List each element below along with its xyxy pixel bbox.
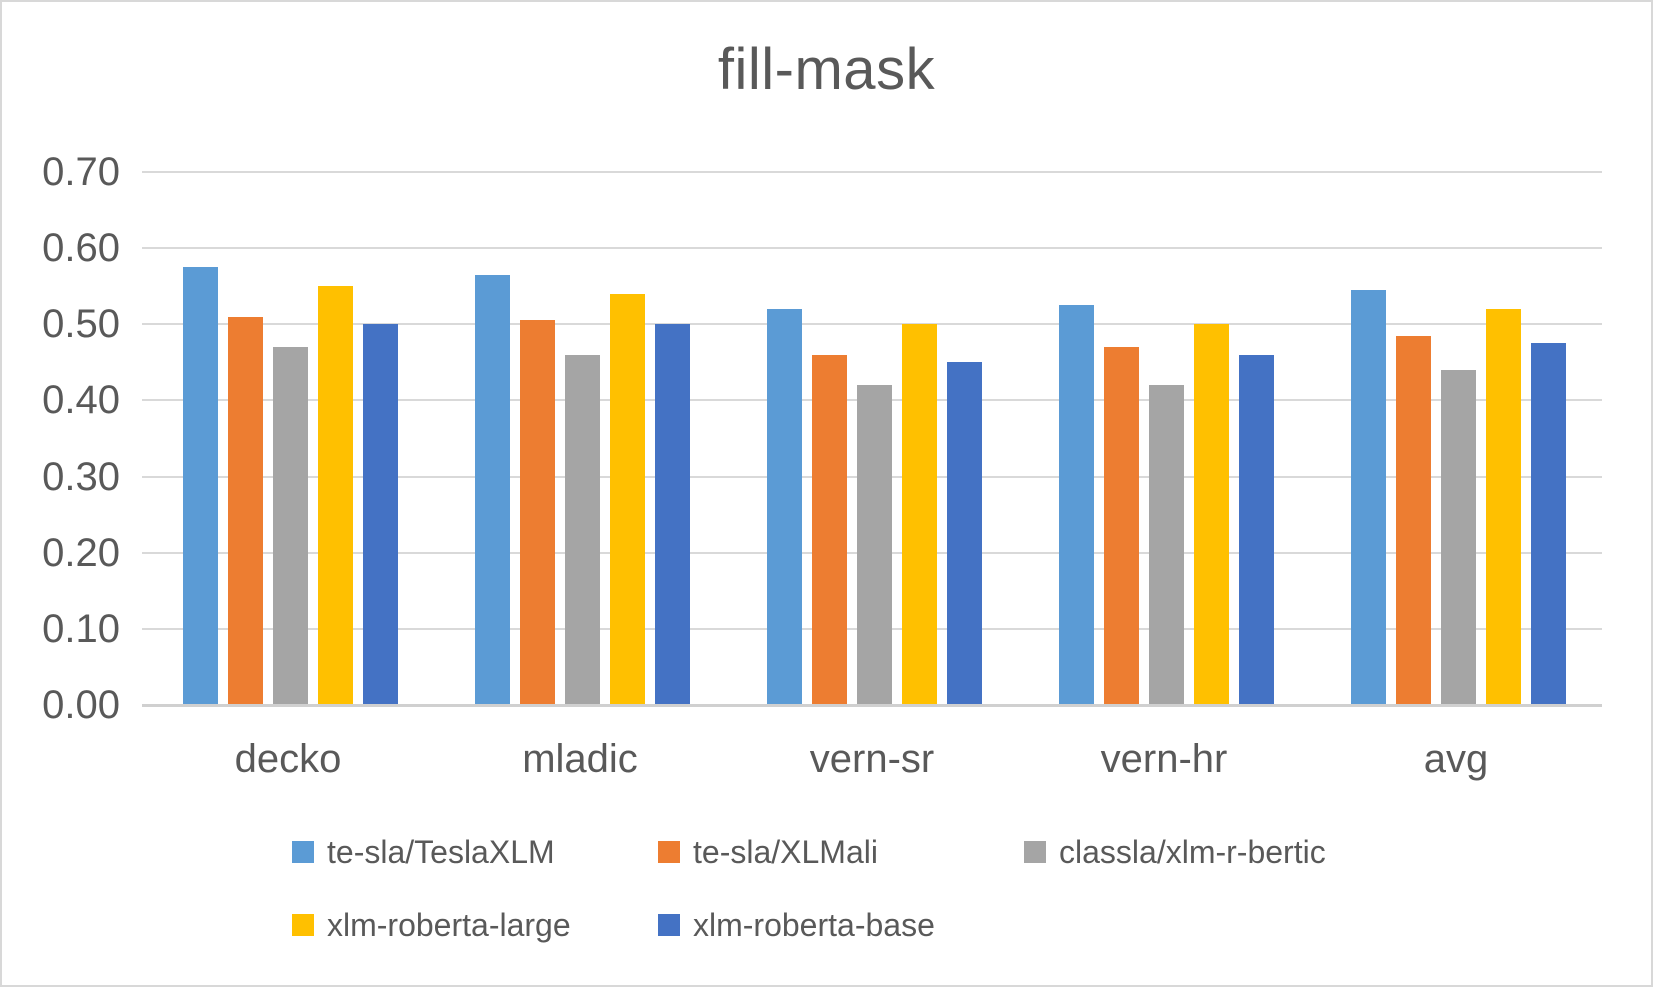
x-axis-label: vern-sr xyxy=(809,737,935,781)
x-axis-label: vern-hr xyxy=(1100,737,1228,781)
gridline xyxy=(142,171,1602,173)
chart-legend: te-sla/TeslaXLM te-sla/XLMali classla/xlm-… xyxy=(292,830,1390,976)
bar-xlm-roberta-large-vern-sr xyxy=(902,324,937,705)
legend-swatch-icon xyxy=(658,914,680,936)
bar-xlm-roberta-large-avg xyxy=(1486,309,1521,705)
legend-item-xlm-roberta-base: xlm-roberta-base xyxy=(658,907,1024,944)
bar-te-sla/TeslaXLM-vern-hr xyxy=(1059,305,1094,705)
bar-te-sla/XLMali-avg xyxy=(1396,335,1431,705)
bar-te-sla/TeslaXLM-vern-sr xyxy=(767,309,802,705)
bar-xlm-roberta-base-avg xyxy=(1531,343,1566,705)
y-tick-label: 0.50 xyxy=(42,302,120,347)
x-axis-label: avg xyxy=(1423,737,1489,781)
bar-xlm-roberta-large-vern-hr xyxy=(1194,324,1229,705)
bar-te-sla/TeslaXLM-avg xyxy=(1351,290,1386,705)
legend-row: te-sla/TeslaXLM te-sla/XLMali classla/xlm-… xyxy=(292,830,1390,874)
y-tick-label: 0.20 xyxy=(42,530,120,575)
y-tick-label: 0.30 xyxy=(42,454,120,499)
bar-te-sla/XLMali-mladic xyxy=(520,320,555,705)
bar-te-sla/XLMali-vern-sr xyxy=(812,354,847,705)
bar-xlm-roberta-base-vern-hr xyxy=(1239,354,1274,705)
y-tick-label: 0.10 xyxy=(42,606,120,651)
legend-label: te-sla/TeslaXLM xyxy=(327,833,555,870)
legend-row: xlm-roberta-large xlm-roberta-base xyxy=(292,903,1390,947)
y-tick-label: 0.00 xyxy=(42,683,120,727)
bar-classla/xlm-r-bertic-vern-sr xyxy=(857,385,892,705)
gridline xyxy=(142,323,1602,326)
bar-classla/xlm-r-bertic-avg xyxy=(1441,369,1476,705)
legend-item-te-sla/XLMali: te-sla/XLMali xyxy=(658,834,1024,871)
legend-swatch-icon xyxy=(1024,841,1046,863)
legend-swatch-icon xyxy=(292,914,314,936)
bar-xlm-roberta-base-mladic xyxy=(655,324,690,705)
x-axis-label: decko xyxy=(234,737,342,781)
x-axis-line xyxy=(142,704,1602,707)
legend-swatch-icon xyxy=(658,841,680,863)
bar-classla/xlm-r-bertic-decko xyxy=(273,347,308,705)
legend-item-classla/xlm-r-bertic: classla/xlm-r-bertic xyxy=(1024,834,1390,871)
bar-te-sla/XLMali-vern-hr xyxy=(1104,347,1139,705)
chart-title: fill-mask xyxy=(717,37,936,102)
bar-classla/xlm-r-bertic-vern-hr xyxy=(1149,385,1184,705)
legend-swatch-icon xyxy=(292,841,314,863)
bar-xlm-roberta-large-mladic xyxy=(610,293,645,705)
legend-label: classla/xlm-r-bertic xyxy=(1059,833,1326,870)
bar-xlm-roberta-base-vern-sr xyxy=(947,362,982,705)
bar-te-sla/XLMali-decko xyxy=(228,316,263,705)
gridline xyxy=(142,247,1602,250)
legend-label: te-sla/XLMali xyxy=(693,833,878,870)
legend-label: xlm-roberta-base xyxy=(693,906,935,943)
y-tick-label: 0.40 xyxy=(42,378,120,423)
legend-item-xlm-roberta-large: xlm-roberta-large xyxy=(292,907,658,944)
x-axis-label: mladic xyxy=(522,737,638,781)
legend-label: xlm-roberta-large xyxy=(327,906,571,943)
bar-xlm-roberta-base-decko xyxy=(363,324,398,705)
legend-item-te-sla/TeslaXLM: te-sla/TeslaXLM xyxy=(292,834,658,871)
bar-classla/xlm-r-bertic-mladic xyxy=(565,354,600,705)
bar-xlm-roberta-large-decko xyxy=(318,286,353,705)
y-tick-label: 0.70 xyxy=(42,150,120,194)
bar-te-sla/TeslaXLM-mladic xyxy=(475,274,510,705)
bar-te-sla/TeslaXLM-decko xyxy=(183,267,218,705)
y-tick-label: 0.60 xyxy=(42,226,120,271)
